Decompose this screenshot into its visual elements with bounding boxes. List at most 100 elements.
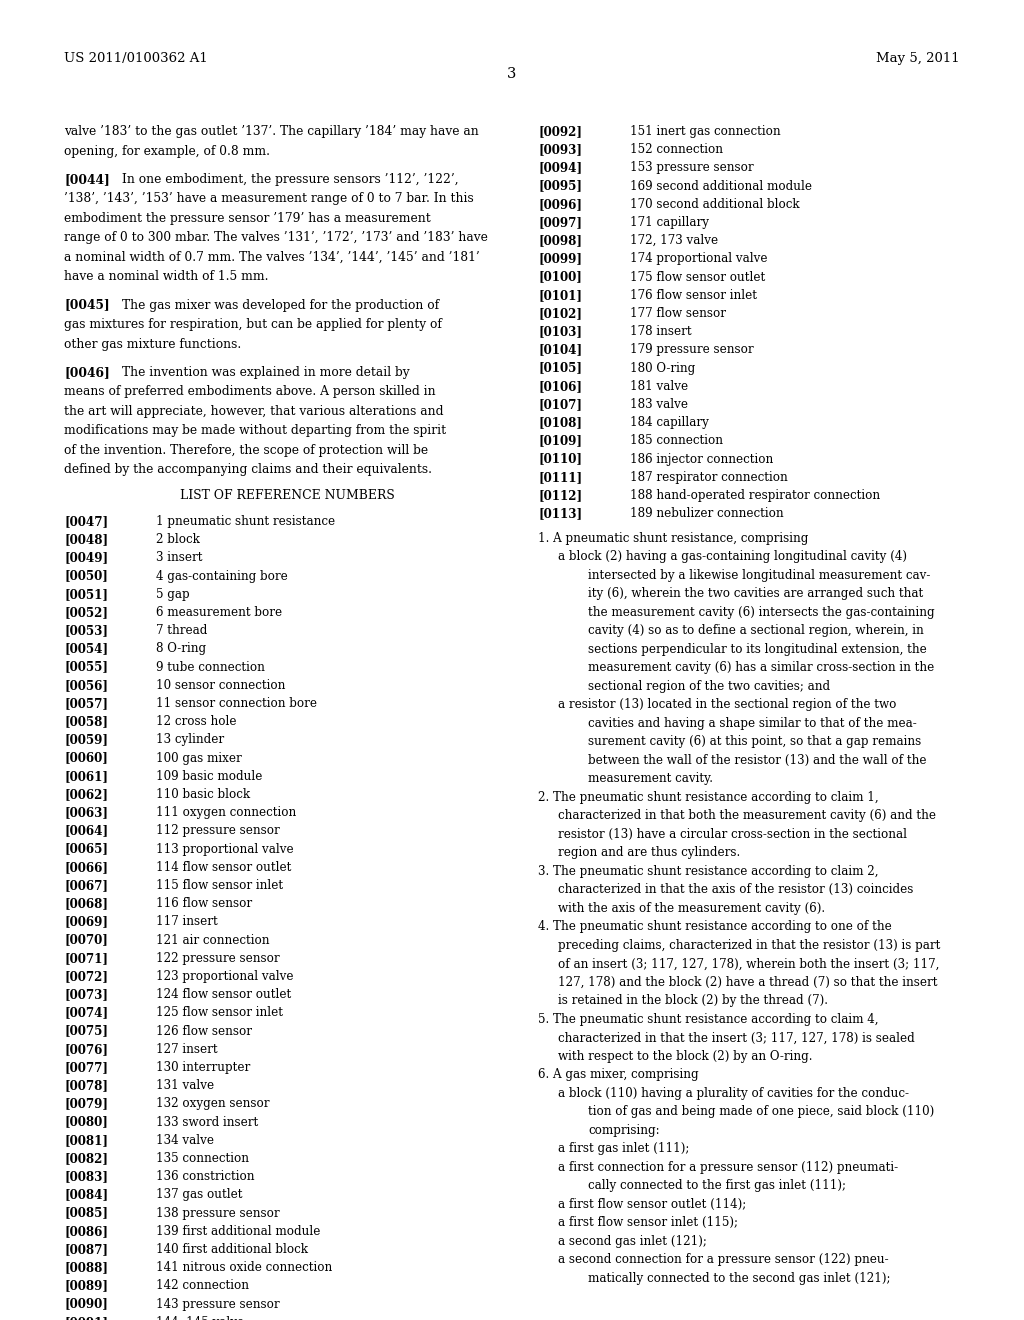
Text: [0070]: [0070] xyxy=(63,933,108,946)
Text: the art will appreciate, however, that various alterations and: the art will appreciate, however, that v… xyxy=(63,405,443,418)
Text: 124 flow sensor outlet: 124 flow sensor outlet xyxy=(156,989,291,1001)
Text: 11 sensor connection bore: 11 sensor connection bore xyxy=(156,697,317,710)
Text: 2 block: 2 block xyxy=(156,533,200,546)
Text: [0050]: [0050] xyxy=(63,570,108,582)
Text: [0049]: [0049] xyxy=(63,552,109,565)
Text: [0066]: [0066] xyxy=(63,861,108,874)
Text: [0095]: [0095] xyxy=(538,180,582,193)
Text: 115 flow sensor inlet: 115 flow sensor inlet xyxy=(156,879,283,892)
Text: 139 first additional module: 139 first additional module xyxy=(156,1225,321,1238)
Text: 175 flow sensor outlet: 175 flow sensor outlet xyxy=(630,271,765,284)
Text: 122 pressure sensor: 122 pressure sensor xyxy=(156,952,280,965)
Text: 181 valve: 181 valve xyxy=(630,380,688,393)
Text: surement cavity (6) at this point, so that a gap remains: surement cavity (6) at this point, so th… xyxy=(588,735,922,748)
Text: 113 proportional valve: 113 proportional valve xyxy=(156,842,294,855)
Text: In one embodiment, the pressure sensors ’112’, ’122’,: In one embodiment, the pressure sensors … xyxy=(122,173,459,186)
Text: of the invention. Therefore, the scope of protection will be: of the invention. Therefore, the scope o… xyxy=(63,444,428,457)
Text: a second connection for a pressure sensor (122) pneu-: a second connection for a pressure senso… xyxy=(558,1253,889,1266)
Text: [0072]: [0072] xyxy=(63,970,108,983)
Text: [0073]: [0073] xyxy=(63,989,108,1001)
Text: [0076]: [0076] xyxy=(63,1043,108,1056)
Text: a first connection for a pressure sensor (112) pneumati-: a first connection for a pressure sensor… xyxy=(558,1160,898,1173)
Text: [0090]: [0090] xyxy=(63,1298,108,1311)
Text: The gas mixer was developed for the production of: The gas mixer was developed for the prod… xyxy=(122,298,439,312)
Text: 141 nitrous oxide connection: 141 nitrous oxide connection xyxy=(156,1261,332,1274)
Text: [0094]: [0094] xyxy=(538,161,582,174)
Text: measurement cavity (6) has a similar cross-section in the: measurement cavity (6) has a similar cro… xyxy=(588,661,934,675)
Text: [0091]: [0091] xyxy=(63,1316,108,1320)
Text: [0069]: [0069] xyxy=(63,915,108,928)
Text: [0110]: [0110] xyxy=(538,453,582,466)
Text: a first gas inlet (111);: a first gas inlet (111); xyxy=(558,1142,689,1155)
Text: [0047]: [0047] xyxy=(63,515,109,528)
Text: 121 air connection: 121 air connection xyxy=(156,933,269,946)
Text: ’138’, ’143’, ’153’ have a measurement range of 0 to 7 bar. In this: ’138’, ’143’, ’153’ have a measurement r… xyxy=(63,193,474,206)
Text: [0061]: [0061] xyxy=(63,770,108,783)
Text: [0111]: [0111] xyxy=(538,471,582,484)
Text: resistor (13) have a circular cross-section in the sectional: resistor (13) have a circular cross-sect… xyxy=(558,828,907,841)
Text: 184 capillary: 184 capillary xyxy=(630,416,709,429)
Text: 152 connection: 152 connection xyxy=(630,143,723,156)
Text: characterized in that the insert (3; 117, 127, 178) is sealed: characterized in that the insert (3; 117… xyxy=(558,1031,914,1044)
Text: 12 cross hole: 12 cross hole xyxy=(156,715,237,729)
Text: May 5, 2011: May 5, 2011 xyxy=(877,51,961,65)
Text: [0071]: [0071] xyxy=(63,952,108,965)
Text: have a nominal width of 1.5 mm.: have a nominal width of 1.5 mm. xyxy=(63,271,268,284)
Text: the measurement cavity (6) intersects the gas-containing: the measurement cavity (6) intersects th… xyxy=(588,606,935,619)
Text: [0081]: [0081] xyxy=(63,1134,108,1147)
Text: [0077]: [0077] xyxy=(63,1061,108,1074)
Text: 114 flow sensor outlet: 114 flow sensor outlet xyxy=(156,861,292,874)
Text: 3. The pneumatic shunt resistance according to claim 2,: 3. The pneumatic shunt resistance accord… xyxy=(538,865,879,878)
Text: 111 oxygen connection: 111 oxygen connection xyxy=(156,807,296,820)
Text: [0084]: [0084] xyxy=(63,1188,109,1201)
Text: characterized in that both the measurement cavity (6) and the: characterized in that both the measureme… xyxy=(558,809,936,822)
Text: [0106]: [0106] xyxy=(538,380,582,393)
Text: US 2011/0100362 A1: US 2011/0100362 A1 xyxy=(63,51,208,65)
Text: [0102]: [0102] xyxy=(538,308,582,319)
Text: intersected by a likewise longitudinal measurement cav-: intersected by a likewise longitudinal m… xyxy=(588,569,931,582)
Text: 140 first additional block: 140 first additional block xyxy=(156,1243,308,1257)
Text: [0093]: [0093] xyxy=(538,143,582,156)
Text: [0109]: [0109] xyxy=(538,434,582,447)
Text: 125 flow sensor inlet: 125 flow sensor inlet xyxy=(156,1006,283,1019)
Text: [0062]: [0062] xyxy=(63,788,108,801)
Text: [0104]: [0104] xyxy=(538,343,582,356)
Text: [0108]: [0108] xyxy=(538,416,582,429)
Text: 186 injector connection: 186 injector connection xyxy=(630,453,773,466)
Text: [0054]: [0054] xyxy=(63,643,109,656)
Text: 4 gas-containing bore: 4 gas-containing bore xyxy=(156,570,288,582)
Text: [0097]: [0097] xyxy=(538,216,582,228)
Text: 3: 3 xyxy=(507,67,517,81)
Text: The invention was explained in more detail by: The invention was explained in more deta… xyxy=(122,366,410,379)
Text: 10 sensor connection: 10 sensor connection xyxy=(156,678,286,692)
Text: gas mixtures for respiration, but can be applied for plenty of: gas mixtures for respiration, but can be… xyxy=(63,318,442,331)
Text: [0085]: [0085] xyxy=(63,1206,108,1220)
Text: 131 valve: 131 valve xyxy=(156,1080,214,1092)
Text: [0058]: [0058] xyxy=(63,715,108,729)
Text: [0080]: [0080] xyxy=(63,1115,108,1129)
Text: 123 proportional valve: 123 proportional valve xyxy=(156,970,294,983)
Text: cavities and having a shape similar to that of the mea-: cavities and having a shape similar to t… xyxy=(588,717,916,730)
Text: 9 tube connection: 9 tube connection xyxy=(156,660,265,673)
Text: [0088]: [0088] xyxy=(63,1261,108,1274)
Text: 8 O-ring: 8 O-ring xyxy=(156,643,206,656)
Text: measurement cavity.: measurement cavity. xyxy=(588,772,713,785)
Text: 135 connection: 135 connection xyxy=(156,1152,249,1166)
Text: [0067]: [0067] xyxy=(63,879,108,892)
Text: 187 respirator connection: 187 respirator connection xyxy=(630,471,787,484)
Text: [0112]: [0112] xyxy=(538,488,582,502)
Text: 172, 173 valve: 172, 173 valve xyxy=(630,234,718,247)
Text: 132 oxygen sensor: 132 oxygen sensor xyxy=(156,1097,269,1110)
Text: 126 flow sensor: 126 flow sensor xyxy=(156,1024,252,1038)
Text: tion of gas and being made of one piece, said block (110): tion of gas and being made of one piece,… xyxy=(588,1105,934,1118)
Text: 183 valve: 183 valve xyxy=(630,399,688,411)
Text: a nominal width of 0.7 mm. The valves ’134’, ’144’, ’145’ and ’181’: a nominal width of 0.7 mm. The valves ’1… xyxy=(63,251,480,264)
Text: [0078]: [0078] xyxy=(63,1080,108,1092)
Text: 188 hand-operated respirator connection: 188 hand-operated respirator connection xyxy=(630,488,880,502)
Text: 1 pneumatic shunt resistance: 1 pneumatic shunt resistance xyxy=(156,515,335,528)
Text: 138 pressure sensor: 138 pressure sensor xyxy=(156,1206,280,1220)
Text: LIST OF REFERENCE NUMBERS: LIST OF REFERENCE NUMBERS xyxy=(179,488,394,502)
Text: 179 pressure sensor: 179 pressure sensor xyxy=(630,343,754,356)
Text: [0079]: [0079] xyxy=(63,1097,108,1110)
Text: ity (6), wherein the two cavities are arranged such that: ity (6), wherein the two cavities are ar… xyxy=(588,587,924,601)
